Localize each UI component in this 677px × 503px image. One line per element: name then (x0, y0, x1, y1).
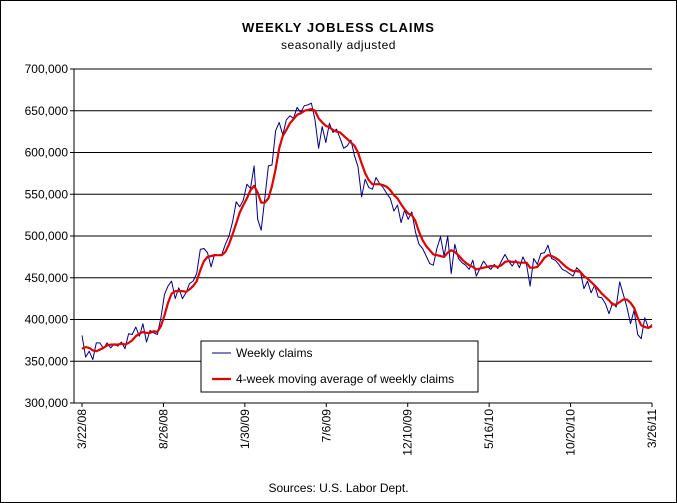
legend-label-weekly: Weekly claims (236, 346, 312, 360)
series-group (81, 102, 653, 361)
x-tick-label: 3/26/11 (645, 409, 659, 448)
y-tick-label: 350,000 (25, 354, 69, 368)
y-tick-label: 550,000 (25, 187, 69, 201)
legend-box (200, 340, 479, 393)
series-line-moving-average (81, 107, 653, 353)
chart-source: Sources: U.S. Labor Dept. (268, 481, 409, 495)
y-tick-label: 650,000 (25, 104, 69, 118)
chart-subtitle: seasonally adjusted (281, 38, 396, 52)
x-axis-ticks: 3/22/08 8/26/08 1/30/09 7/6/09 12/10/09 5/16/… (75, 403, 659, 456)
y-tick-label: 400,000 (25, 313, 69, 327)
legend: Weekly claims 4-week moving average of w… (200, 340, 479, 393)
series-line-weekly-claims (81, 102, 653, 361)
legend-label-moving-average: 4-week moving average of weekly claims (236, 372, 454, 386)
y-tick-label: 450,000 (25, 271, 69, 285)
x-tick-label: 8/26/08 (156, 409, 170, 449)
y-tick-label: 300,000 (25, 396, 69, 410)
chart-title: WEEKLY JOBLESS CLAIMS (242, 20, 435, 35)
axes (73, 69, 652, 404)
x-tick-label: 12/10/09 (401, 409, 415, 456)
x-tick-label: 10/20/10 (564, 409, 578, 456)
y-axis-ticks: 300,000 350,000 400,000 450,000 500,000 550,0… (25, 62, 74, 410)
y-tick-label: 500,000 (25, 229, 69, 243)
x-tick-label: 7/6/09 (319, 409, 333, 443)
x-tick-label: 3/22/08 (75, 409, 89, 449)
y-tick-label: 700,000 (25, 62, 69, 76)
x-tick-label: 5/16/10 (482, 409, 496, 449)
y-tick-label: 600,000 (25, 146, 69, 160)
x-tick-label: 1/30/09 (238, 409, 252, 449)
